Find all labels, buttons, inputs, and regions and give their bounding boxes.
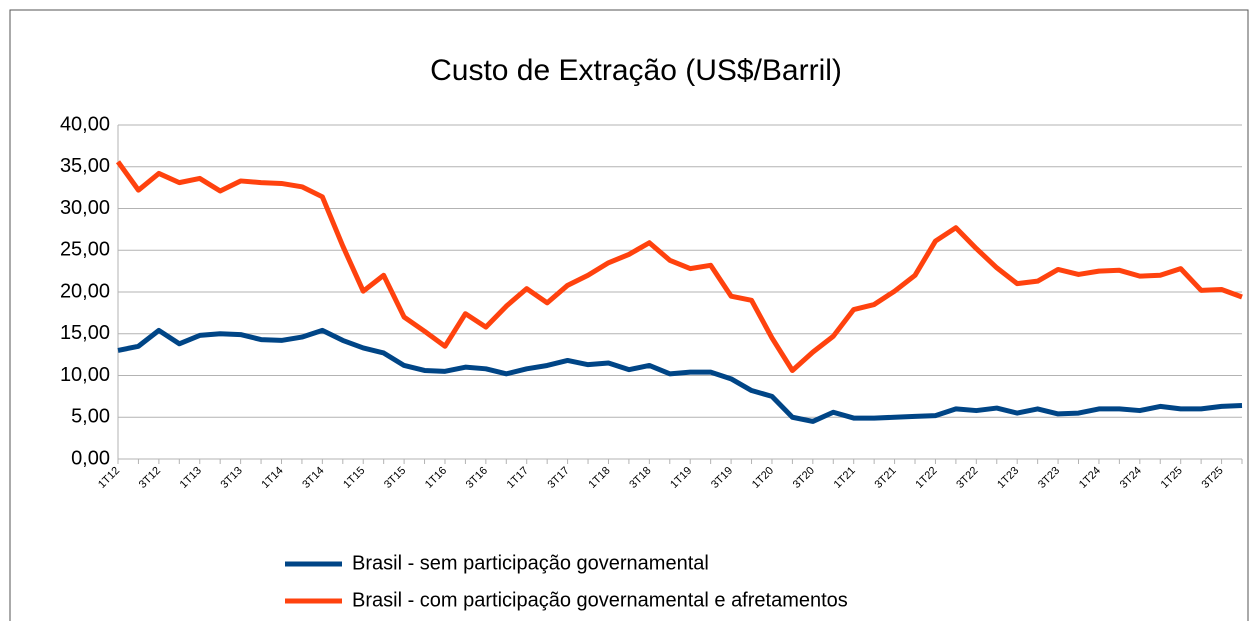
x-tick-label: 3T12 (137, 465, 163, 491)
x-tick-label: 1T17 (505, 465, 531, 491)
x-tick-label: 1T20 (750, 465, 776, 491)
x-tick-label: 3T17 (546, 465, 572, 491)
chart-border (9, 9, 1249, 621)
x-tick-label: 3T20 (791, 465, 817, 491)
x-tick-label: 3T24 (1118, 465, 1144, 491)
y-tick-label: 35,00 (60, 155, 110, 177)
legend-label: Brasil - com participação governamental … (352, 589, 848, 611)
x-tick-label: 3T22 (954, 465, 980, 491)
y-tick-label: 25,00 (60, 239, 110, 261)
legend-label: Brasil - sem participação governamental (352, 552, 709, 574)
x-tick-label: 1T21 (832, 465, 858, 491)
x-tick-label: 1T13 (178, 465, 204, 491)
x-tick-label: 3T25 (1200, 465, 1226, 491)
x-tick-label: 1T23 (995, 465, 1021, 491)
y-tick-label: 30,00 (60, 197, 110, 219)
x-tick-label: 1T19 (668, 465, 694, 491)
chart-title: Custo de Extração (US$/Barril) (430, 54, 842, 87)
x-tick-label: 3T15 (382, 465, 408, 491)
x-tick-label: 3T13 (219, 465, 245, 491)
x-tick-label: 3T23 (1036, 465, 1062, 491)
series-line (117, 327, 1243, 424)
y-tick-label: 10,00 (60, 364, 110, 386)
x-tick-label: 3T18 (627, 465, 653, 491)
x-tick-label: 3T21 (873, 465, 899, 491)
x-tick-label: 3T16 (464, 465, 490, 491)
series-line (115, 160, 1243, 373)
y-tick-label: 15,00 (60, 322, 110, 344)
x-tick-label: 3T19 (709, 465, 735, 491)
y-tick-label: 40,00 (60, 113, 110, 135)
x-tick-label: 3T14 (300, 465, 326, 491)
y-tick-label: 5,00 (71, 406, 110, 428)
x-tick-label: 1T25 (1159, 465, 1185, 491)
x-tick-label: 1T24 (1077, 465, 1103, 491)
x-tick-label: 1T22 (913, 465, 939, 491)
x-tick-label: 1T16 (423, 465, 449, 491)
y-tick-label: 20,00 (60, 280, 110, 302)
x-tick-label: 1T15 (341, 465, 367, 491)
y-tick-label: 0,00 (71, 447, 110, 469)
x-tick-label: 1T18 (586, 465, 612, 491)
x-tick-label: 1T14 (259, 465, 285, 491)
